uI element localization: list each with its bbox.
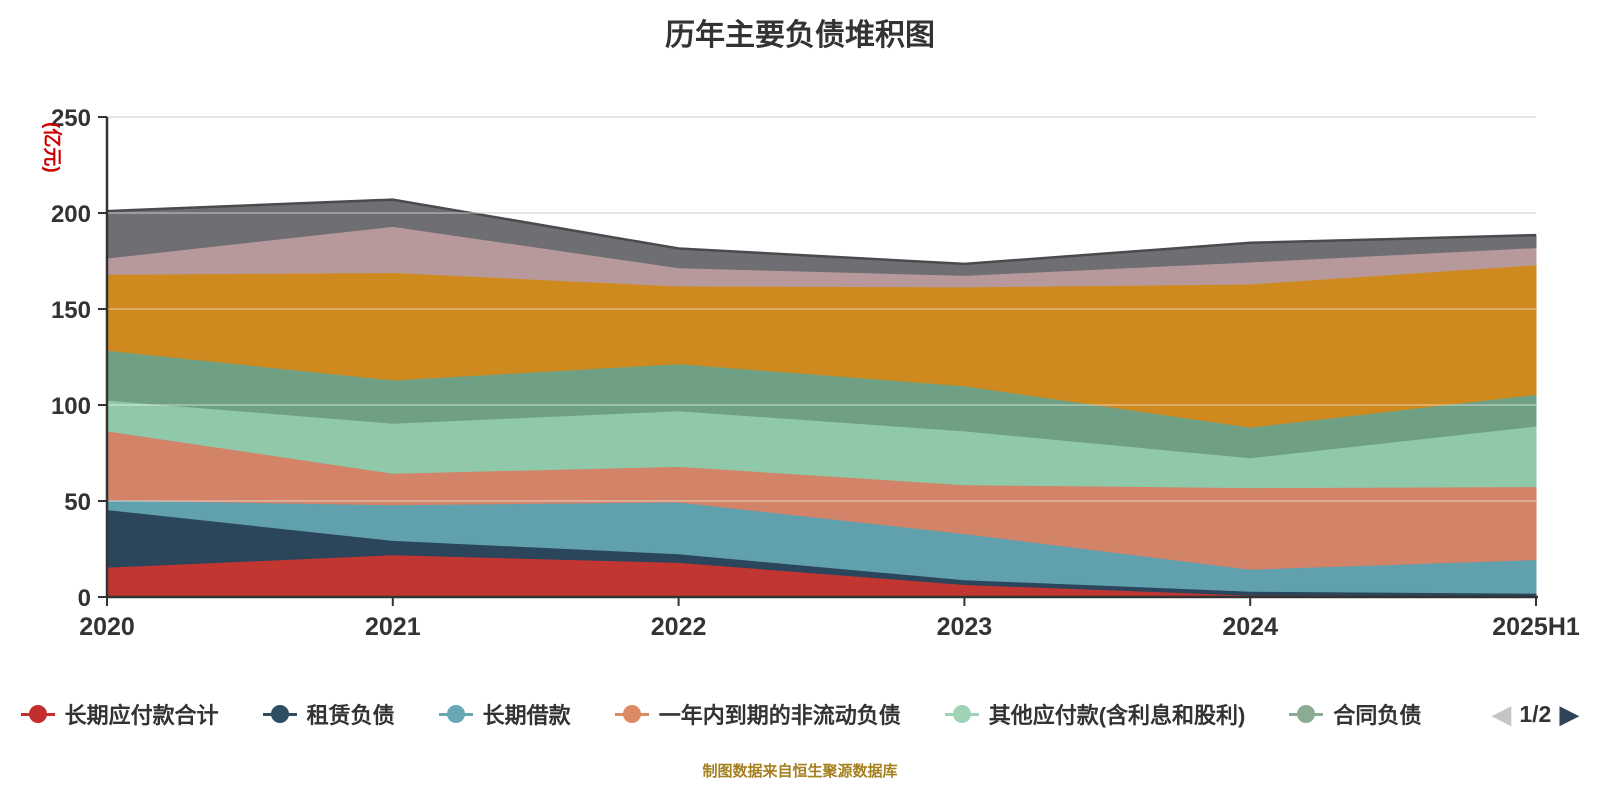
legend-line-dot-icon — [614, 703, 649, 725]
x-tick-label: 2023 — [937, 613, 993, 641]
legend-line-dot-icon — [1289, 703, 1324, 725]
legend-label: 一年内到期的非流动负债 — [658, 703, 901, 728]
y-tick-label: 250 — [51, 105, 91, 132]
y-tick-label: 100 — [51, 393, 91, 420]
legend-label: 长期借款 — [482, 703, 571, 728]
stack-top-line — [106, 198, 1537, 266]
legend-line-dot-icon — [20, 703, 55, 725]
legend-item-合同负债[interactable]: 合同负债 — [1289, 698, 1421, 730]
legend-label: 其他应付款(含利息和股利) — [988, 703, 1246, 728]
legend-line-dot-icon — [262, 703, 297, 725]
legend-label: 长期应付款合计 — [64, 703, 219, 728]
x-tick-label: 2021 — [365, 613, 421, 641]
x-tick-label: 2022 — [651, 613, 707, 641]
legend-item-其他应付款(含利息和股利)[interactable]: 其他应付款(含利息和股利) — [944, 698, 1246, 730]
x-tick-label: 2025H1 — [1492, 613, 1580, 641]
legend-line-dot-icon — [438, 703, 473, 725]
legend-page-indicator: 1/2 — [1519, 700, 1552, 727]
x-tick-label: 2024 — [1222, 613, 1278, 641]
legend-item-一年内到期的非流动负债[interactable]: 一年内到期的非流动负债 — [614, 698, 901, 730]
legend-label: 合同负债 — [1333, 703, 1422, 728]
legend-item-长期应付款合计[interactable]: 长期应付款合计 — [20, 698, 219, 730]
legend-item-长期借款[interactable]: 长期借款 — [438, 698, 571, 730]
legend-line-dot-icon — [944, 703, 979, 725]
x-tick-label: 2020 — [79, 613, 135, 641]
y-tick-label: 200 — [51, 201, 91, 228]
y-axis-name: (亿元) — [41, 122, 64, 173]
legend-label: 租赁负债 — [306, 703, 395, 728]
chart-title: 历年主要负债堆积图 — [665, 19, 935, 52]
legend-item-租赁负债[interactable]: 租赁负债 — [262, 698, 395, 730]
y-tick-label: 50 — [64, 489, 91, 516]
y-tick-label: 150 — [51, 297, 91, 324]
y-tick-label: 0 — [78, 585, 91, 612]
legend-items: 长期应付款合计 租赁负债 长期借款 一年内到期的非流动负债 其他应付款(含利息和股利) 合… — [20, 698, 1421, 730]
legend-prev-icon[interactable]: ◀ — [1491, 699, 1512, 729]
data-source-note: 制图数据来自恒生聚源数据库 — [702, 763, 898, 780]
legend-next-icon[interactable]: ▶ — [1559, 699, 1580, 729]
legend-pager: ◀ 1/2 ▶ — [1491, 701, 1579, 728]
chart-legend: 长期应付款合计 租赁负债 长期借款 一年内到期的非流动负债 其他应付款(含利息和股利) 合… — [0, 698, 1600, 730]
